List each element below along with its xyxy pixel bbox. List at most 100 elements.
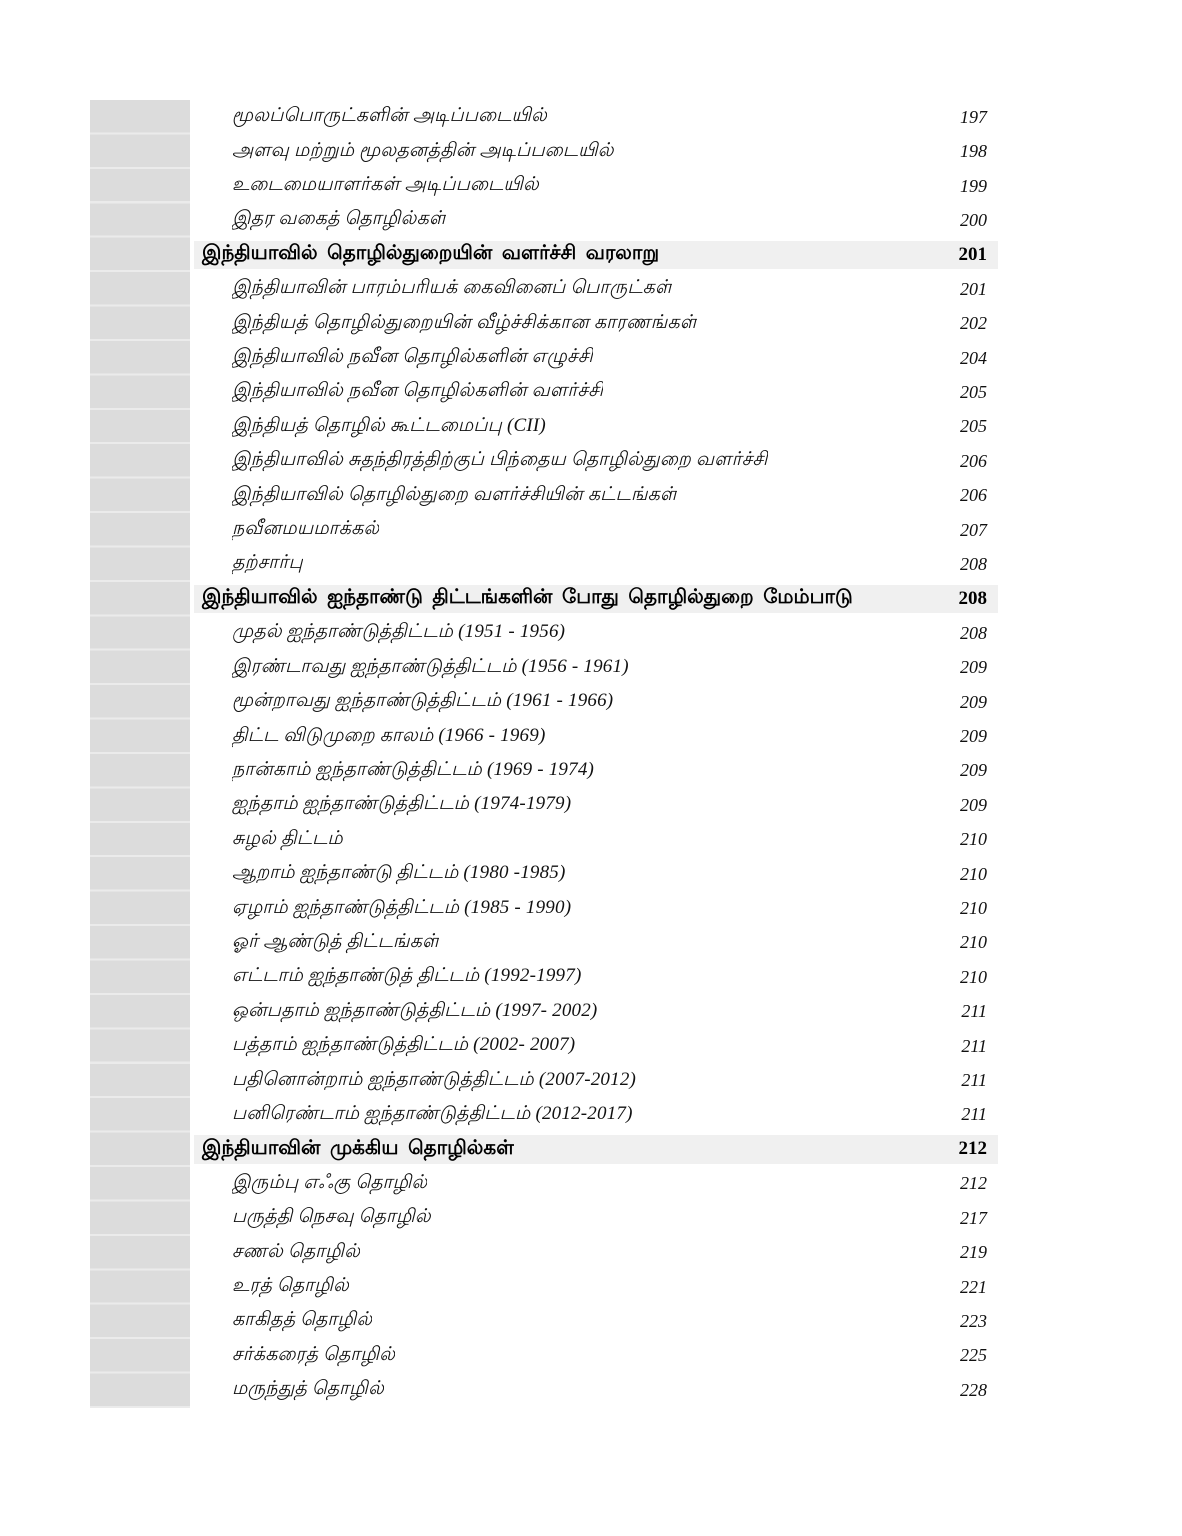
toc-section-row: இந்தியாவில் தொழில்துறையின் வளர்ச்சி வரலா… [194, 238, 998, 272]
toc-entry-title: அளவு மற்றும் மூலதனத்தின் அடிப்படையில் [232, 139, 614, 161]
left-margin-strip [90, 100, 190, 1408]
toc-page-number: 212 [960, 1173, 987, 1194]
toc-entry-row: ஐந்தாம் ஐந்தாண்டுத்திட்டம் (1974-1979) 20… [194, 788, 998, 822]
toc-entry-title: இந்தியாவில் நவீன தொழில்களின் எழுச்சி [232, 346, 593, 368]
toc-page-number: 201 [960, 278, 987, 299]
toc-entry-title: இந்தியாவில் சுதந்திரத்திற்குப் பிந்தைய த… [232, 449, 768, 471]
toc-entry-title: இரண்டாவது ஐந்தாண்டுத்திட்டம் (1956 - 196… [232, 655, 629, 677]
toc-page-number: 209 [960, 691, 987, 712]
toc-entry-row: எட்டாம் ஐந்தாண்டுத் திட்டம் (1992-1997) 2… [194, 960, 998, 994]
toc-entry-row: ஒன்பதாம் ஐந்தாண்டுத்திட்டம் (1997- 2002)… [194, 995, 998, 1029]
toc-entry-row: இரும்பு எஃகு தொழில் 212 [194, 1167, 998, 1201]
toc-entry-row: முதல் ஐந்தாண்டுத்திட்டம் (1951 - 1956) 20… [194, 616, 998, 650]
toc-entry-title: உரத் தொழில் [232, 1275, 350, 1297]
toc-entry-row: இந்தியத் தொழில் கூட்டமைப்பு (CII) 205 [194, 410, 998, 444]
toc-page-number: 217 [960, 1207, 987, 1228]
toc-entry-title: இதர வகைத் தொழில்கள் [232, 208, 447, 230]
toc-page-number: 205 [960, 381, 987, 402]
toc-entry-title: இந்தியத் தொழில் கூட்டமைப்பு (CII) [232, 414, 546, 436]
toc-section-row: இந்தியாவில் ஐந்தாண்டு திட்டங்களின் போது … [194, 582, 998, 616]
toc-section-title: இந்தியாவின் முக்கிய தொழில்கள் [202, 1136, 515, 1159]
toc-page-number: 210 [960, 966, 987, 987]
toc-entry-row: பத்தாம் ஐந்தாண்டுத்திட்டம் (2002- 2007) 2… [194, 1029, 998, 1063]
toc-entry-title: நான்காம் ஐந்தாண்டுத்திட்டம் (1969 - 1974… [232, 758, 595, 780]
toc-section-title: இந்தியாவில் தொழில்துறையின் வளர்ச்சி வரலா… [202, 242, 660, 265]
toc-page-number: 221 [960, 1276, 987, 1297]
toc-page-number: 211 [961, 1070, 987, 1091]
toc-page-number: 219 [960, 1242, 987, 1263]
toc-page-number: 210 [960, 829, 987, 850]
toc-entry-title: சர்க்கரைத் தொழில் [232, 1343, 396, 1365]
toc-entry-title: பனிரெண்டாம் ஐந்தாண்டுத்திட்டம் (2012-201… [232, 1102, 633, 1124]
toc-entry-title: இந்தியாவின் பாரம்பரியக் கைவினைப் பொருட்க… [232, 277, 673, 299]
toc-page-number: 200 [960, 209, 987, 230]
toc-page-number: 228 [960, 1379, 987, 1400]
toc-entry-row: நவீனமயமாக்கல் 207 [194, 513, 998, 547]
toc-entry-row: சுழல் திட்டம் 210 [194, 823, 998, 857]
toc-page-number: 211 [961, 1035, 987, 1056]
toc-entry-title: சணல் தொழில் [232, 1240, 361, 1262]
toc-page-number: 225 [960, 1345, 987, 1366]
toc-page-number: 205 [960, 416, 987, 437]
toc-page-number: 210 [960, 863, 987, 884]
toc-entry-row: ஓர் ஆண்டுத் திட்டங்கள் 210 [194, 926, 998, 960]
toc-entry-row: இந்தியாவில் நவீன தொழில்களின் வளர்ச்சி 205 [194, 375, 998, 409]
toc-entry-title: பதினொன்றாம் ஐந்தாண்டுத்திட்டம் (2007-201… [232, 1068, 637, 1090]
toc-entry-row: திட்ட விடுமுறை காலம் (1966 - 1969) 209 [194, 719, 998, 753]
toc-entry-title: ஆறாம் ஐந்தாண்டு திட்டம் (1980 -1985) [232, 862, 566, 884]
toc-page-number: 206 [960, 450, 987, 471]
toc-entry-title: ஒன்பதாம் ஐந்தாண்டுத்திட்டம் (1997- 2002) [232, 999, 598, 1021]
toc-entry-title: பத்தாம் ஐந்தாண்டுத்திட்டம் (2002- 2007) [232, 1034, 576, 1056]
toc-entry-row: நான்காம் ஐந்தாண்டுத்திட்டம் (1969 - 1974… [194, 754, 998, 788]
toc-page-number: 208 [958, 587, 988, 609]
toc-list: மூலப்பொருட்களின் அடிப்படையில் 197 அளவு மற்… [194, 100, 998, 1407]
toc-page-number: 208 [960, 553, 987, 574]
toc-page-number: 199 [960, 175, 987, 196]
toc-page-number: 211 [961, 1001, 987, 1022]
toc-entry-title: திட்ட விடுமுறை காலம் (1966 - 1969) [232, 724, 546, 746]
toc-page-number: 208 [960, 622, 987, 643]
toc-page-number: 210 [960, 932, 987, 953]
toc-entry-title: மருந்துத் தொழில் [232, 1378, 385, 1400]
toc-page-number: 209 [960, 794, 987, 815]
toc-page-number: 202 [960, 313, 987, 334]
toc-entry-row: இதர வகைத் தொழில்கள் 200 [194, 203, 998, 237]
toc-page-number: 197 [960, 106, 987, 127]
toc-entry-title: பருத்தி நெசவு தொழில் [232, 1206, 431, 1228]
toc-entry-row: மூன்றாவது ஐந்தாண்டுத்திட்டம் (1961 - 196… [194, 685, 998, 719]
toc-section-title: இந்தியாவில் ஐந்தாண்டு திட்டங்களின் போது … [202, 586, 853, 609]
toc-page-number: 209 [960, 726, 987, 747]
toc-entry-title: இந்தியாவில் தொழில்துறை வளர்ச்சியின் கட்ட… [232, 483, 678, 505]
toc-entry-row: ஏழாம் ஐந்தாண்டுத்திட்டம் (1985 - 1990) 21… [194, 891, 998, 925]
toc-page-number: 204 [960, 347, 987, 368]
toc-page-number: 223 [960, 1310, 987, 1331]
toc-entry-row: இந்தியாவில் சுதந்திரத்திற்குப் பிந்தைய த… [194, 444, 998, 478]
toc-entry-row: இந்தியாவில் தொழில்துறை வளர்ச்சியின் கட்ட… [194, 478, 998, 512]
toc-entry-title: மூலப்பொருட்களின் அடிப்படையில் [232, 105, 548, 127]
toc-entry-title: இரும்பு எஃகு தொழில் [232, 1171, 428, 1193]
toc-entry-title: இந்தியத் தொழில்துறையின் வீழ்ச்சிக்கான கா… [232, 311, 698, 333]
toc-entry-title: தற்சார்பு [232, 552, 303, 574]
toc-entry-row: பனிரெண்டாம் ஐந்தாண்டுத்திட்டம் (2012-201… [194, 1098, 998, 1132]
toc-page-number: 207 [960, 519, 987, 540]
toc-entry-title: சுழல் திட்டம் [232, 827, 343, 849]
toc-entry-row: சணல் தொழில் 219 [194, 1235, 998, 1269]
toc-entry-row: இந்தியாவின் பாரம்பரியக் கைவினைப் பொருட்க… [194, 272, 998, 306]
toc-entry-row: உரத் தொழில் 221 [194, 1270, 998, 1304]
toc-entry-title: மூன்றாவது ஐந்தாண்டுத்திட்டம் (1961 - 196… [232, 690, 614, 712]
toc-page-number: 198 [960, 141, 987, 162]
toc-entry-title: எட்டாம் ஐந்தாண்டுத் திட்டம் (1992-1997) [232, 965, 582, 987]
toc-entry-row: பருத்தி நெசவு தொழில் 217 [194, 1201, 998, 1235]
toc-entry-row: மருந்துத் தொழில் 228 [194, 1373, 998, 1407]
toc-entry-row: தற்சார்பு 208 [194, 547, 998, 581]
toc-entry-title: ஐந்தாம் ஐந்தாண்டுத்திட்டம் (1974-1979) [232, 793, 572, 815]
toc-entry-row: மூலப்பொருட்களின் அடிப்படையில் 197 [194, 100, 998, 134]
toc-entry-row: இந்தியத் தொழில்துறையின் வீழ்ச்சிக்கான கா… [194, 306, 998, 340]
toc-page-number: 206 [960, 485, 987, 506]
toc-entry-title: காகிதத் தொழில் [232, 1309, 373, 1331]
toc-page-number: 211 [961, 1104, 987, 1125]
toc-entry-title: ஏழாம் ஐந்தாண்டுத்திட்டம் (1985 - 1990) [232, 896, 572, 918]
toc-section-row: இந்தியாவின் முக்கிய தொழில்கள் 212 [194, 1132, 998, 1166]
toc-entry-title: நவீனமயமாக்கல் [232, 518, 380, 540]
